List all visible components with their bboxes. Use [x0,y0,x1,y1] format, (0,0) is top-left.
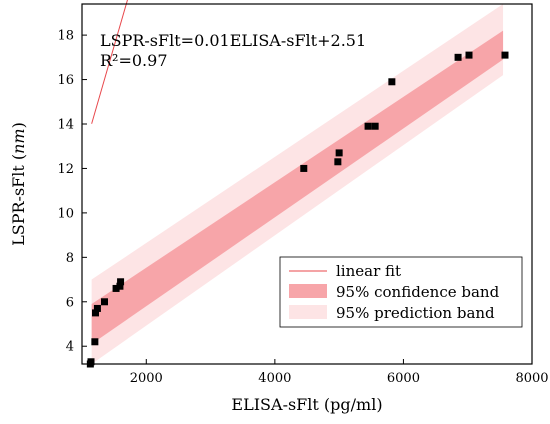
y-axis-title-unit: nm [9,128,28,153]
legend-confidence-swatch [289,284,327,298]
legend-prediction-swatch [289,305,327,319]
y-tick-label-5: 14 [57,118,74,133]
y-axis-title-prefix: LSPR-sFlt ( [9,154,28,246]
data-point-9 [300,164,308,172]
data-point-16 [465,51,473,59]
y-tick-label-0: 4 [66,340,74,355]
legend: linear fit 95% confidence band 95% predi… [279,256,523,328]
data-point-6 [112,284,120,292]
y-tick-label-3: 10 [57,206,74,221]
y-axis-title-suffix: ) [9,122,28,128]
equation-annotation: LSPR-sFlt=0.01ELISA-sFlt+2.51 [100,31,366,50]
axes-layer: 2000 4000 6000 8000 4 6 8 10 12 14 16 18 [57,3,549,386]
data-point-8 [117,278,125,286]
legend-label-confidence: 95% confidence band [336,283,500,301]
plot-frame [81,3,533,365]
data-point-17 [501,51,509,59]
data-point-10 [334,158,342,166]
y-tick-label-1: 6 [66,295,74,310]
data-point-12 [364,122,372,130]
y-tick-label-6: 16 [57,73,74,88]
data-point-7 [116,282,124,290]
x-tick-label-1: 4000 [258,371,291,386]
x-tick-label-0: 2000 [130,371,163,386]
r-squared-annotation: R²=0.97 [100,51,168,70]
y-axis-title: LSPR-sFlt (nm) [9,122,28,246]
y-tick-label-4: 12 [57,162,74,177]
x-axis-title: ELISA-sFlt (pg/ml) [231,395,382,414]
data-point-4 [93,304,101,312]
data-point-14 [388,78,396,86]
y-tick-label-2: 8 [66,251,74,266]
x-tick-label-2: 6000 [387,371,420,386]
y-tick-label-7: 18 [57,29,74,44]
confidence-band [91,30,504,345]
data-point-1 [87,358,95,366]
data-point-2 [91,338,99,346]
legend-label-prediction: 95% prediction band [336,304,495,322]
data-point-3 [92,309,99,317]
x-tick-label-3: 8000 [515,371,548,386]
data-point-5 [101,298,108,306]
legend-label-fit: linear fit [336,262,401,280]
data-point-11 [335,149,343,157]
bands-layer [91,4,504,364]
data-point-13 [371,122,379,130]
data-point-15 [454,53,462,61]
